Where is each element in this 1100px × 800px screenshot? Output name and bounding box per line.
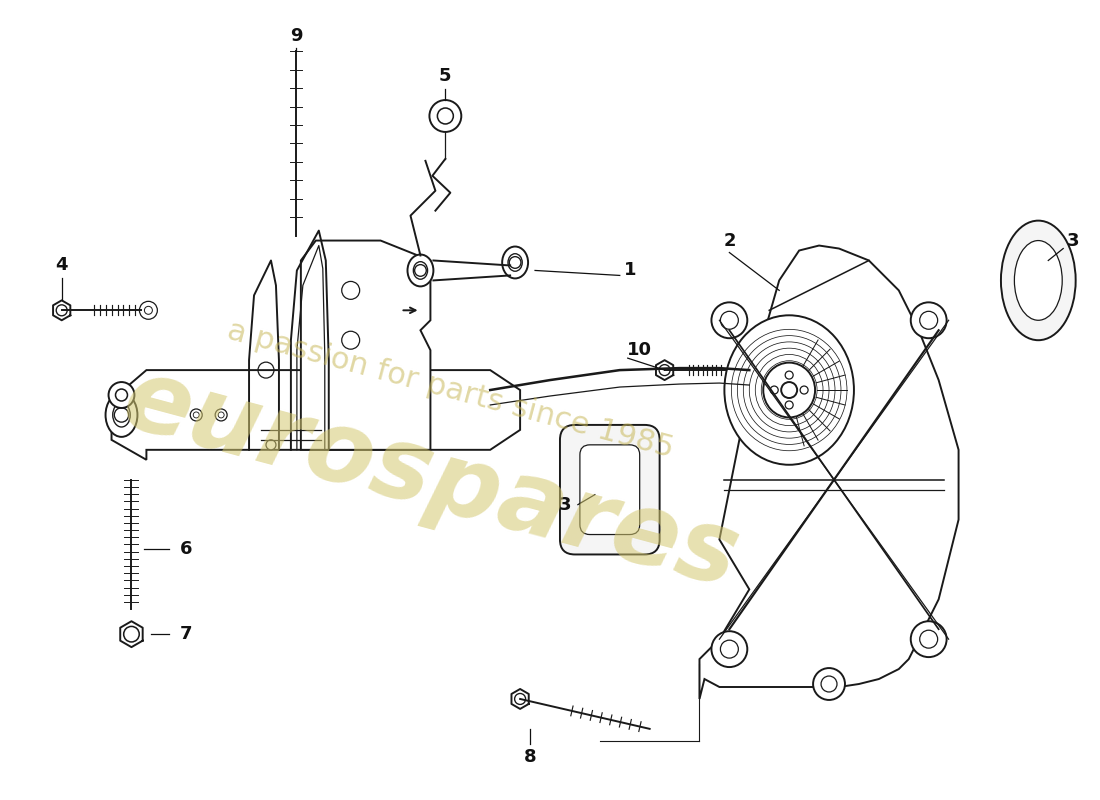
Polygon shape — [700, 246, 958, 699]
Text: 8: 8 — [524, 748, 537, 766]
Circle shape — [306, 440, 316, 450]
Text: a passion for parts since 1985: a passion for parts since 1985 — [224, 316, 676, 464]
Circle shape — [911, 622, 947, 657]
Text: 1: 1 — [624, 262, 636, 279]
Ellipse shape — [763, 362, 815, 418]
Circle shape — [911, 302, 947, 338]
Circle shape — [56, 305, 67, 316]
Circle shape — [515, 694, 526, 705]
Text: eurospares: eurospares — [112, 351, 748, 609]
Circle shape — [140, 302, 157, 319]
Ellipse shape — [106, 393, 138, 437]
Circle shape — [712, 631, 747, 667]
Ellipse shape — [1001, 221, 1076, 340]
Text: 9: 9 — [289, 27, 302, 46]
Circle shape — [813, 668, 845, 700]
FancyBboxPatch shape — [580, 445, 640, 534]
Circle shape — [109, 382, 134, 408]
Ellipse shape — [503, 246, 528, 278]
Circle shape — [123, 626, 140, 642]
Text: 3: 3 — [559, 496, 571, 514]
Circle shape — [429, 100, 461, 132]
Polygon shape — [111, 370, 520, 460]
Text: 7: 7 — [180, 625, 192, 643]
Ellipse shape — [1014, 241, 1063, 320]
Text: 4: 4 — [55, 257, 68, 274]
Circle shape — [190, 409, 202, 421]
Text: 2: 2 — [723, 231, 736, 250]
Ellipse shape — [725, 315, 854, 465]
Circle shape — [216, 409, 227, 421]
Text: 5: 5 — [439, 67, 452, 85]
Circle shape — [266, 440, 276, 450]
Polygon shape — [301, 241, 430, 450]
Text: 10: 10 — [627, 341, 652, 359]
Text: 6: 6 — [180, 541, 192, 558]
Ellipse shape — [407, 254, 433, 286]
Circle shape — [712, 302, 747, 338]
FancyBboxPatch shape — [560, 425, 660, 554]
Text: 3: 3 — [1067, 231, 1079, 250]
Circle shape — [659, 365, 670, 375]
